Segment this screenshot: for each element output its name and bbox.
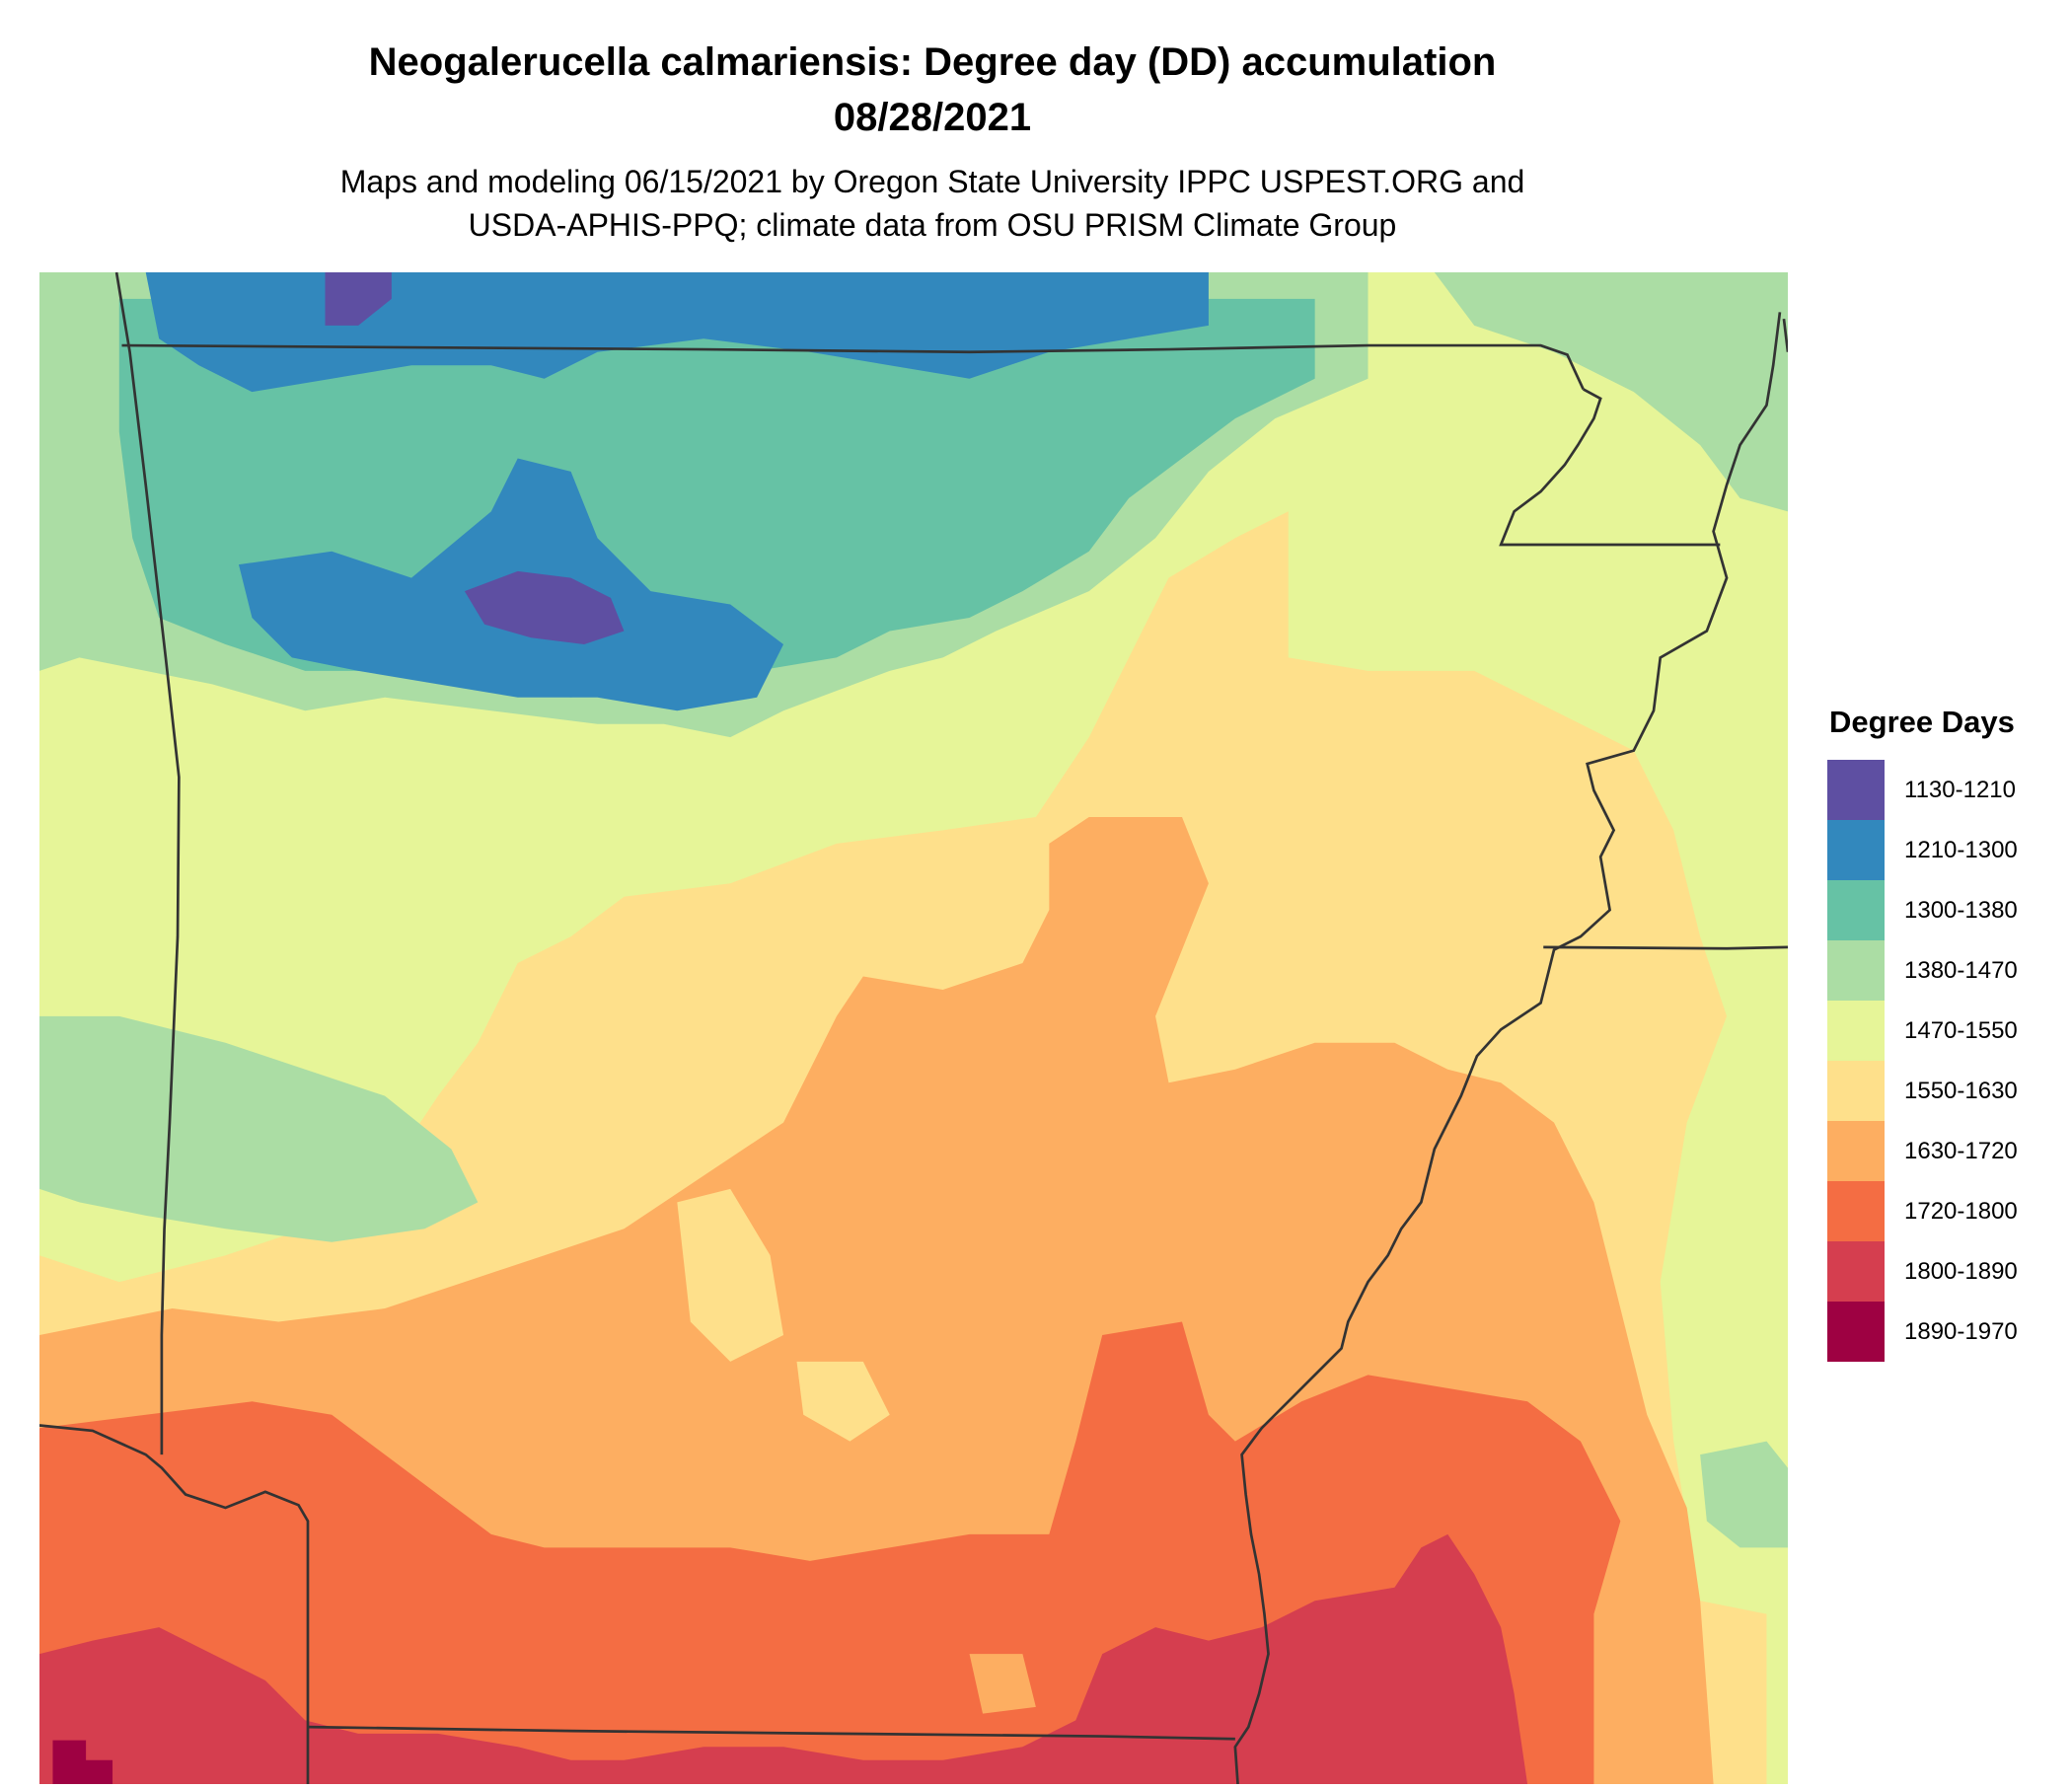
- degree-day-map: [39, 272, 1788, 1784]
- map-date: 08/28/2021: [833, 96, 1032, 139]
- legend-swatch: [1827, 1121, 1885, 1181]
- legend-swatch: [1827, 1181, 1885, 1241]
- texas-arkansas-border: [39, 1424, 310, 1784]
- louisiana-arkansas-border: [307, 1725, 1235, 1741]
- legend-item: 1890-1970: [1827, 1302, 2064, 1362]
- legend-item: 1800-1890: [1827, 1241, 2064, 1302]
- legend-label: 1890-1970: [1904, 1317, 2018, 1345]
- zone-1380-1470: [1434, 272, 1788, 512]
- legend-item: 1300-1380: [1827, 880, 2064, 940]
- map-credit-line-1: Maps and modeling 06/15/2021 by Oregon S…: [339, 164, 1525, 199]
- legend-swatch: [1827, 1061, 1885, 1121]
- legend-swatch: [1827, 760, 1885, 820]
- legend-item: 1470-1550: [1827, 1001, 2064, 1061]
- legend-label: 1300-1380: [1904, 896, 2018, 924]
- legend-label: 1550-1630: [1904, 1077, 2018, 1104]
- legend-item: 1720-1800: [1827, 1181, 2064, 1241]
- legend-title: Degree Days: [1829, 705, 2015, 739]
- legend-label: 1470-1550: [1904, 1016, 2018, 1044]
- degree-day-zones: [39, 272, 1788, 1784]
- legend-swatch: [1827, 940, 1885, 1001]
- legend-item: 1630-1720: [1827, 1121, 2064, 1181]
- mississippi-river-border: [1233, 312, 1782, 1784]
- legend-swatch: [1827, 880, 1885, 940]
- legend-label: 1800-1890: [1904, 1257, 2018, 1285]
- zone-1470-1550: [1288, 272, 1788, 1784]
- legend-label: 1380-1470: [1904, 956, 2018, 984]
- oklahoma-arkansas-border: [114, 272, 181, 1455]
- zone-1630-1720: [969, 1654, 1036, 1714]
- zone-1550-1630: [796, 1361, 890, 1442]
- missouri-arkansas-border: [121, 343, 1585, 391]
- state-borders: [39, 272, 1788, 1784]
- legend-item: 1550-1630: [1827, 1061, 2064, 1121]
- zone-1210-1300: [145, 272, 1209, 393]
- zone-1890-1970: [52, 1740, 113, 1784]
- zone-1130-1210: [325, 272, 392, 326]
- map-credit-line-2: USDA-APHIS-PPQ; climate data from OSU PR…: [468, 207, 1397, 243]
- legend-swatch: [1827, 820, 1885, 880]
- degree-days-legend: Degree Days 1130-1210 1210-1300 1300-1380 1…: [1827, 703, 2064, 1362]
- tennessee-north-border: [1782, 318, 1788, 352]
- tennessee-border: [1543, 945, 1788, 950]
- legend-label: 1210-1300: [1904, 836, 2018, 863]
- legend-label: 1630-1720: [1904, 1137, 2018, 1164]
- zone-1550-1630: [677, 1188, 784, 1362]
- legend-label: 1130-1210: [1904, 776, 2016, 803]
- legend-item: 1130-1210: [1827, 760, 2064, 820]
- missouri-bootheel-border: [1499, 388, 1721, 547]
- legend-swatch: [1827, 1001, 1885, 1061]
- map-title: Neogalerucella calmariensis: Degree day …: [368, 40, 1497, 84]
- zone-1380-1470: [39, 1015, 479, 1242]
- zone-1800-1890: [39, 1533, 1528, 1784]
- zone-1130-1210: [464, 570, 625, 644]
- legend-swatch: [1827, 1241, 1885, 1302]
- legend-items: 1130-1210 1210-1300 1300-1380 1380-1470 1470…: [1827, 760, 2064, 1362]
- zone-1380-1470: [1700, 1441, 1788, 1548]
- legend-label: 1720-1800: [1904, 1197, 2018, 1225]
- legend-item: 1380-1470: [1827, 940, 2064, 1001]
- legend-swatch: [1827, 1302, 1885, 1362]
- legend-item: 1210-1300: [1827, 820, 2064, 880]
